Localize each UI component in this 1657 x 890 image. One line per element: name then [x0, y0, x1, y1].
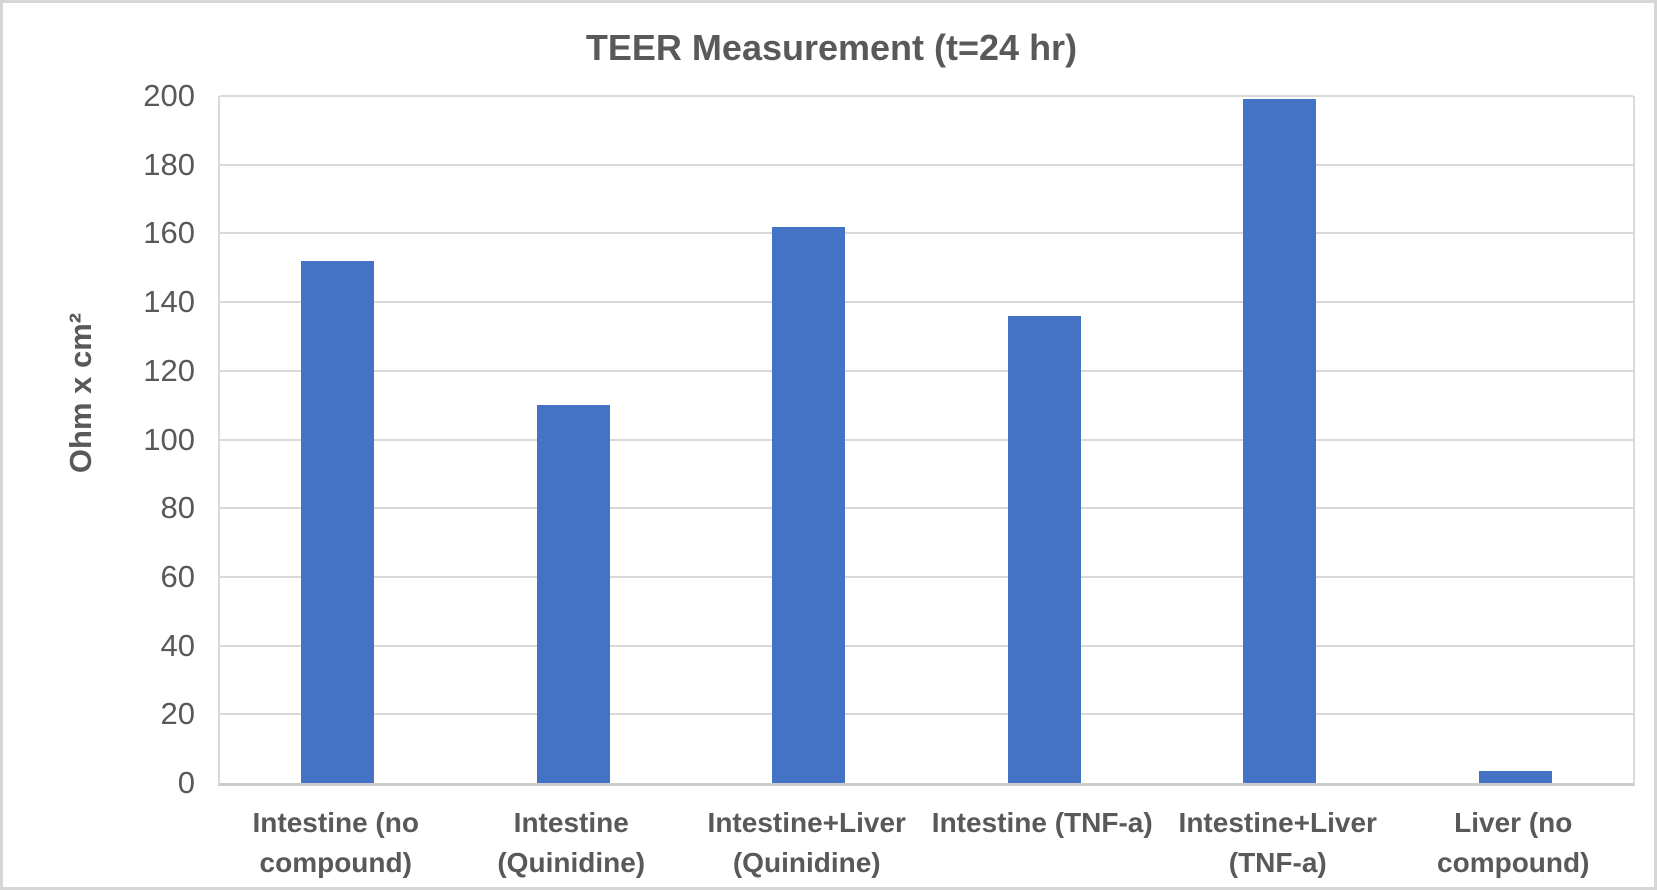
gridline [220, 232, 1633, 235]
y-tick-label: 80 [160, 490, 195, 526]
y-tick-label: 100 [143, 421, 195, 457]
bar [1478, 770, 1552, 783]
bar [1007, 315, 1081, 783]
gridline [220, 369, 1633, 372]
y-tick-label: 180 [143, 146, 195, 182]
y-tick-label: 20 [160, 696, 195, 732]
gridline [220, 301, 1633, 304]
y-tick-label: 0 [177, 765, 195, 800]
x-category-label: Intestine+Liver (Quinidine) [707, 807, 906, 878]
x-axis-category-labels: Intestine (no compound) Intestine (Quinid… [218, 803, 1631, 887]
gridline [220, 575, 1633, 578]
y-tick-label: 40 [160, 627, 195, 663]
x-category-label: Intestine (TNF-a) [931, 807, 1153, 838]
bar [301, 260, 375, 783]
gridline [220, 163, 1633, 166]
gridline [220, 713, 1633, 716]
y-axis-tick-labels: 0 20 40 60 80 100 120 140 160 180 200 [3, 78, 203, 800]
x-category-label: Intestine (no compound) [252, 807, 419, 878]
bar [772, 226, 846, 783]
y-tick-label: 160 [143, 215, 195, 251]
gridline [220, 438, 1633, 441]
gridline [220, 95, 1633, 97]
y-tick-label: 120 [143, 352, 195, 388]
bar [536, 405, 610, 783]
x-category-label: Liver (no compound) [1437, 807, 1590, 878]
x-category-label: Intestine+Liver (TNF-a) [1178, 807, 1377, 878]
x-category-label: Intestine (Quinidine) [497, 807, 646, 878]
bar [1243, 99, 1317, 783]
y-tick-label: 140 [143, 284, 195, 320]
plot-area [218, 95, 1635, 786]
gridline [220, 644, 1633, 647]
chart-title: TEER Measurement (t=24 hr) [585, 27, 1078, 68]
gridline [220, 507, 1633, 510]
y-tick-label: 200 [143, 78, 195, 113]
y-tick-label: 60 [160, 558, 195, 594]
